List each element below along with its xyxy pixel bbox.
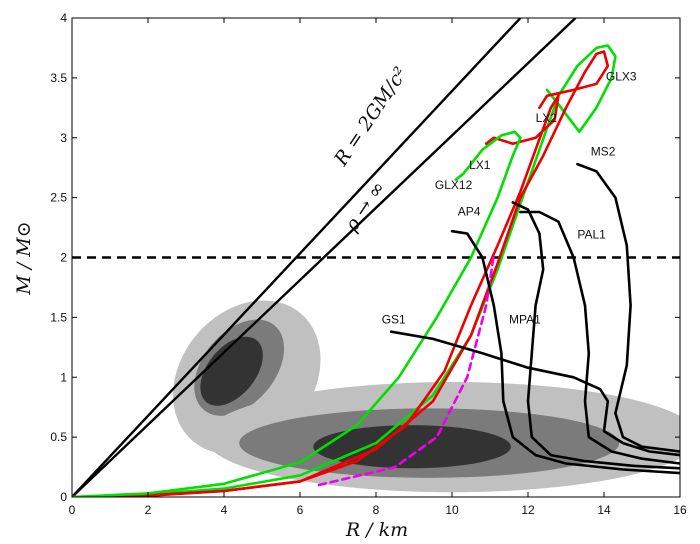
label-gs1: GS1: [382, 312, 406, 326]
y-tick-label: 0: [60, 490, 67, 504]
schwarzschild-line: [72, 18, 522, 497]
curve-gs1: [389, 330, 680, 457]
x-axis-label: R / km: [345, 519, 408, 541]
x-tick-label: 6: [297, 503, 304, 517]
y-tick-label: 4: [60, 11, 67, 25]
x-tick-label: 0: [69, 503, 76, 517]
x-tick-label: 2: [145, 503, 152, 517]
curve-glx12: [72, 130, 522, 497]
y-tick-label: 3.5: [50, 71, 67, 85]
label-lx2: LX2: [536, 111, 558, 125]
curve-mpa1-black: [511, 201, 680, 470]
annotation-rho-infinity: ρ → ∞: [340, 177, 390, 236]
y-tick-label: 0.5: [50, 430, 67, 444]
curve-glx3: [72, 44, 617, 497]
curve-pal1: [519, 210, 680, 465]
x-tick-label: 4: [221, 503, 228, 517]
x-tick-label: 16: [673, 503, 687, 517]
label-pal1: PAL1: [577, 227, 606, 241]
label-glx12: GLX12: [435, 178, 473, 192]
x-tick-label: 8: [373, 503, 380, 517]
label-glx3: GLX3: [606, 69, 637, 83]
x-tick-label: 14: [597, 503, 611, 517]
annotation-schwarzschild: R = 2GM/c²: [330, 63, 412, 170]
curve-lx1: [72, 94, 560, 497]
curve-labels: GLX3 LX2 MS2 LX1 GLX12 AP4 PAL1 GS1 MPA1: [382, 69, 637, 326]
axes: 0 2 4 6 8 10 12 14 16 0 0.5 1 1.5 2 2.5 3 3.5 4: [50, 11, 687, 517]
y-tick-label: 3: [60, 131, 67, 145]
x-tick-label: 12: [521, 503, 535, 517]
label-lx1: LX1: [469, 158, 491, 172]
label-mpa1: MPA1: [509, 312, 541, 326]
y-axis-label: M / M⊙: [13, 221, 35, 295]
y-tick-label: 1.5: [50, 310, 67, 324]
eos-curves: [72, 44, 680, 497]
label-ms2: MS2: [591, 145, 616, 159]
curve-ap4: [450, 229, 680, 475]
curve-mpa1: [317, 253, 496, 487]
label-ap4: AP4: [458, 205, 481, 219]
curve-ms2: [576, 162, 680, 453]
x-tick-label: 10: [445, 503, 459, 517]
confidence-regions: [173, 300, 680, 493]
y-tick-label: 1: [60, 370, 67, 384]
y-tick-label: 2.5: [50, 191, 67, 205]
rho-infinity-line: [72, 18, 577, 497]
region-left-level-3: [200, 336, 263, 406]
y-tick-label: 2: [60, 251, 67, 265]
guide-lines: [72, 18, 680, 497]
